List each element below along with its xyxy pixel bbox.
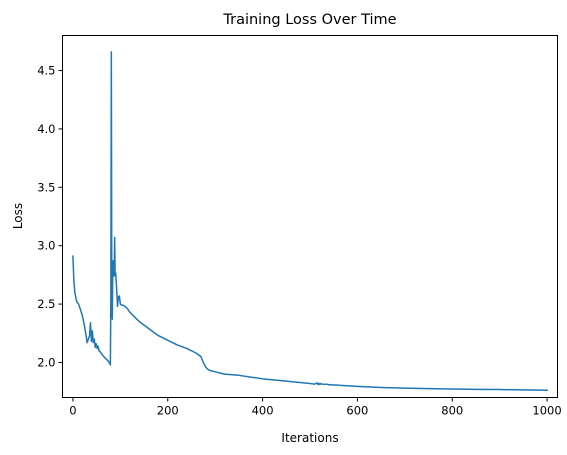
x-tick-label: 600	[346, 404, 368, 418]
series-lines	[72, 51, 548, 392]
y-axis-ticks: 2.0 2.5 3.0 3.5 4.0 4.5	[37, 64, 63, 369]
y-tick-label: 2.5	[37, 297, 55, 311]
loss-line-series-0	[72, 51, 548, 392]
x-tick-label: 800	[441, 404, 463, 418]
y-tick-label: 3.5	[37, 180, 55, 194]
x-tick-label: 400	[252, 404, 274, 418]
x-tick-label: 200	[157, 404, 179, 418]
x-tick-label: 1000	[532, 404, 561, 418]
x-tick-label: 0	[69, 404, 76, 418]
y-tick-label: 4.0	[37, 122, 55, 136]
x-axis-ticks: 0 200 400 600 800 1000	[69, 397, 562, 418]
y-axis-label: Loss	[11, 203, 25, 229]
plot-frame	[62, 35, 558, 398]
y-tick-label: 3.0	[37, 239, 55, 253]
y-tick-label: 2.0	[37, 355, 55, 369]
y-tick-label: 4.5	[37, 64, 55, 78]
chart-title: Training Loss Over Time	[222, 12, 396, 28]
x-axis-label: Iterations	[281, 431, 338, 445]
